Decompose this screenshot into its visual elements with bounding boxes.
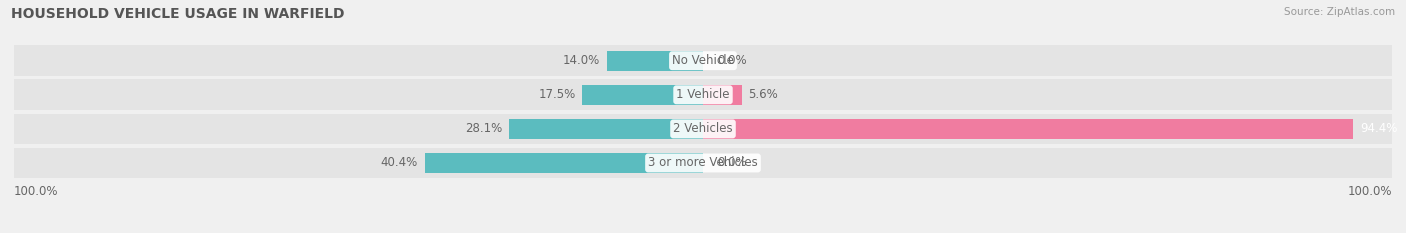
Text: 100.0%: 100.0%: [1347, 185, 1392, 198]
Text: 0.0%: 0.0%: [717, 54, 747, 67]
Text: 2 Vehicles: 2 Vehicles: [673, 122, 733, 135]
Text: 17.5%: 17.5%: [538, 88, 575, 101]
Bar: [509, 119, 703, 139]
Bar: [582, 85, 703, 105]
Bar: [14, 113, 1392, 144]
Text: 5.6%: 5.6%: [748, 88, 778, 101]
Text: No Vehicle: No Vehicle: [672, 54, 734, 67]
Text: 40.4%: 40.4%: [381, 157, 418, 169]
Bar: [703, 85, 741, 105]
Bar: [14, 148, 1392, 178]
Bar: [606, 51, 703, 71]
Text: 1 Vehicle: 1 Vehicle: [676, 88, 730, 101]
Text: 14.0%: 14.0%: [562, 54, 599, 67]
Text: 3 or more Vehicles: 3 or more Vehicles: [648, 157, 758, 169]
Bar: [425, 153, 703, 173]
Text: 28.1%: 28.1%: [465, 122, 502, 135]
Text: 0.0%: 0.0%: [717, 157, 747, 169]
Bar: [14, 79, 1392, 110]
Text: HOUSEHOLD VEHICLE USAGE IN WARFIELD: HOUSEHOLD VEHICLE USAGE IN WARFIELD: [11, 7, 344, 21]
Text: 100.0%: 100.0%: [14, 185, 59, 198]
Bar: [703, 119, 1354, 139]
Text: 94.4%: 94.4%: [1360, 122, 1398, 135]
Text: Source: ZipAtlas.com: Source: ZipAtlas.com: [1284, 7, 1395, 17]
Bar: [14, 45, 1392, 76]
